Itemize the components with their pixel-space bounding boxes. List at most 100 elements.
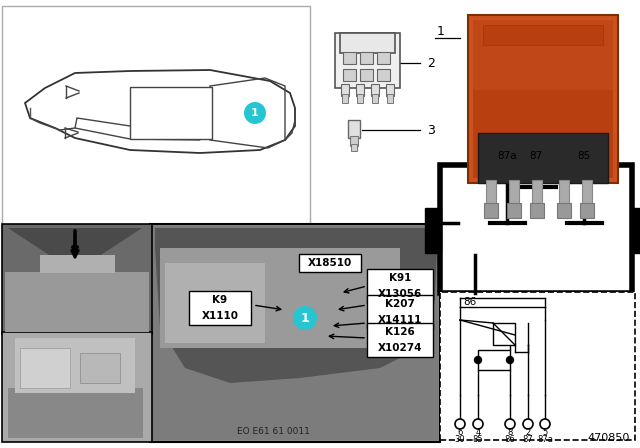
Bar [130, 87, 212, 139]
Bar [386, 84, 394, 96]
Circle shape [293, 306, 317, 330]
Circle shape [540, 419, 550, 429]
Bar [367, 269, 433, 303]
Bar [2, 6, 310, 226]
Bar [582, 180, 592, 205]
Bar [478, 133, 608, 183]
Bar [165, 263, 265, 343]
Bar [343, 52, 356, 64]
Text: 1: 1 [251, 108, 259, 118]
Bar [80, 353, 120, 383]
Bar [15, 338, 135, 393]
Text: 2: 2 [525, 427, 531, 436]
Bar [150, 224, 440, 442]
Bar [486, 180, 496, 205]
Bar [360, 52, 373, 64]
Text: 87a: 87a [537, 435, 553, 444]
Bar [20, 348, 70, 388]
Text: K9: K9 [212, 295, 228, 305]
Bar [387, 94, 393, 103]
Circle shape [473, 419, 483, 429]
Bar [2, 332, 152, 442]
Bar [360, 69, 373, 81]
Circle shape [455, 419, 465, 429]
Bar [478, 350, 510, 370]
Bar [473, 20, 613, 90]
Text: K126: K126 [385, 327, 415, 337]
Text: K91: K91 [389, 273, 411, 283]
Bar [440, 165, 632, 293]
Text: X18510: X18510 [308, 258, 352, 268]
Bar [631, 208, 640, 253]
Text: 1: 1 [437, 25, 445, 38]
Bar [372, 94, 378, 103]
Bar [160, 248, 400, 348]
Text: 3: 3 [427, 124, 435, 137]
Bar [425, 208, 441, 253]
Text: 4: 4 [476, 427, 481, 436]
Bar [483, 25, 603, 45]
Text: 87a: 87a [497, 151, 517, 161]
Bar [5, 272, 149, 332]
Circle shape [523, 419, 533, 429]
Bar [299, 254, 361, 272]
Polygon shape [8, 228, 142, 272]
Text: 85: 85 [577, 151, 591, 161]
Text: 1: 1 [301, 311, 309, 324]
Bar [343, 69, 356, 81]
Bar [367, 295, 433, 329]
Circle shape [505, 419, 515, 429]
Bar [40, 255, 115, 273]
Bar [509, 180, 519, 205]
Text: 86: 86 [504, 435, 515, 444]
Text: 86: 86 [463, 297, 477, 307]
Bar [559, 180, 569, 205]
Text: X1110: X1110 [202, 311, 239, 321]
Bar [473, 90, 613, 178]
Bar [371, 84, 379, 96]
Text: 85: 85 [473, 435, 483, 444]
Circle shape [244, 102, 266, 124]
Bar [377, 52, 390, 64]
Bar [189, 291, 251, 325]
Bar [8, 388, 143, 438]
Bar [484, 203, 498, 218]
Text: X14111: X14111 [378, 315, 422, 325]
Bar [152, 226, 438, 440]
Text: 87: 87 [523, 435, 533, 444]
Bar [348, 120, 360, 138]
Bar [342, 94, 348, 103]
Circle shape [506, 357, 513, 363]
Text: 470850: 470850 [588, 433, 630, 443]
Bar [356, 84, 364, 96]
Text: 6: 6 [458, 427, 463, 436]
Bar [532, 180, 542, 205]
Bar [340, 33, 395, 53]
Text: 8: 8 [508, 427, 513, 436]
Text: 30: 30 [424, 210, 437, 220]
Bar [557, 203, 571, 218]
Text: X10274: X10274 [378, 343, 422, 353]
Bar [507, 203, 521, 218]
Bar [335, 33, 400, 88]
Bar [351, 144, 357, 151]
Bar [468, 15, 618, 183]
Circle shape [474, 357, 481, 363]
Bar [357, 94, 363, 103]
Text: 87: 87 [529, 151, 543, 161]
Bar [2, 224, 152, 334]
Bar [367, 323, 433, 357]
Bar [530, 203, 544, 218]
Bar [377, 69, 390, 81]
Text: EO E61 61 0011: EO E61 61 0011 [237, 427, 310, 436]
Polygon shape [155, 228, 438, 383]
Bar [493, 323, 515, 345]
Text: 30: 30 [454, 435, 465, 444]
Text: 2: 2 [427, 56, 435, 69]
Text: X13056: X13056 [378, 289, 422, 299]
Bar [341, 84, 349, 96]
Bar [580, 203, 594, 218]
Bar [350, 136, 358, 146]
Text: 5: 5 [542, 427, 548, 436]
Bar [440, 292, 635, 440]
